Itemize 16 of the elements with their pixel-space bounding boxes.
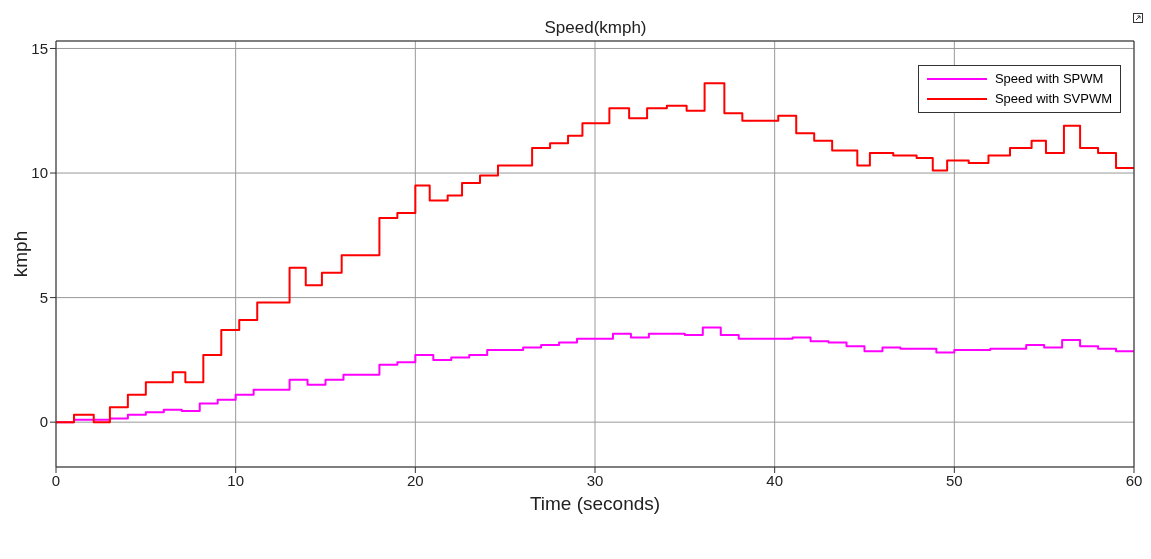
y-tick-label: 15 <box>31 39 48 57</box>
y-tick-label: 5 <box>39 288 48 306</box>
x-tick-label: 20 <box>406 471 424 489</box>
x-tick-label: 60 <box>1125 471 1143 489</box>
y-axis-title: kmph <box>9 230 31 278</box>
x-tick-label: 10 <box>227 471 245 489</box>
y-tick-label: 0 <box>39 413 48 431</box>
chart-title: Speed(kmph) <box>543 18 648 38</box>
y-tick-label: 10 <box>31 164 48 182</box>
x-tick-label: 50 <box>945 471 963 489</box>
x-tick-label: 30 <box>586 471 604 489</box>
x-axis-title: Time (seconds) <box>529 493 661 514</box>
x-tick-label: 0 <box>51 471 61 489</box>
legend-label: Speed with SVPWM <box>994 90 1112 108</box>
legend-label: Speed with SPWM <box>994 70 1104 88</box>
x-tick-label: 40 <box>766 471 784 489</box>
